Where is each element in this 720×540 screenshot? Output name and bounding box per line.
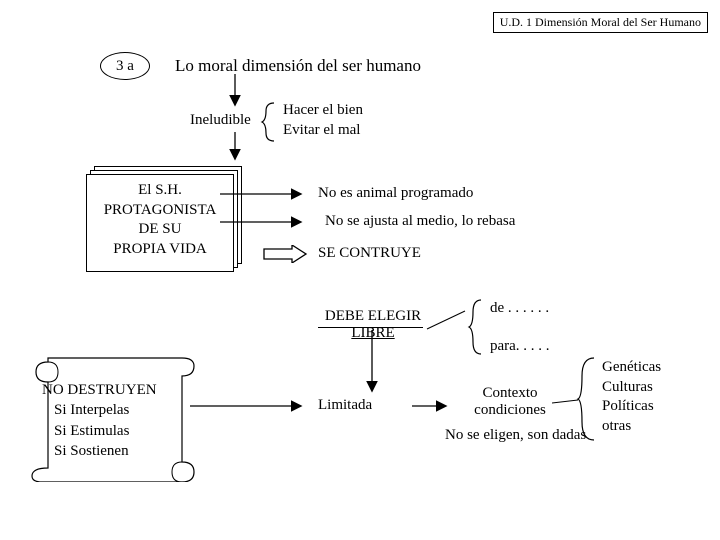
arrows-layer <box>0 0 720 540</box>
